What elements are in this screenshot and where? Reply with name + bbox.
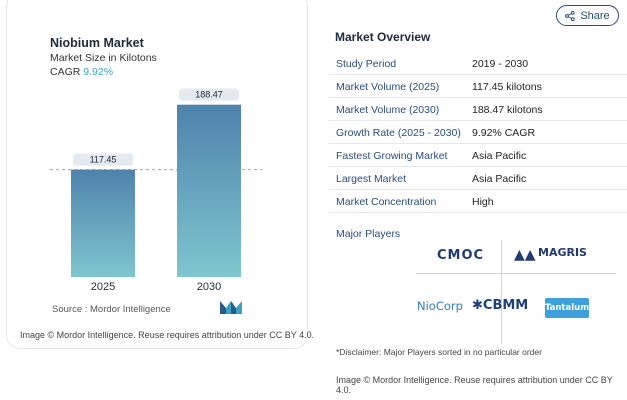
logo-grid-divider	[416, 273, 616, 274]
logo-grid-divider	[501, 240, 502, 344]
row-key: Fastest Growing Market	[336, 150, 448, 162]
cbmm-logo-text: CBMM	[482, 298, 529, 313]
data-label-2025: 117.45	[90, 155, 117, 165]
chart-image-credit: Image © Mordor Intelligence. Reuse requi…	[20, 330, 315, 340]
row-key: Market Volume (2030)	[336, 104, 440, 116]
chart-cagr: CAGR 9.92%	[50, 66, 113, 78]
row-key: Market Concentration	[336, 196, 437, 208]
mordor-logo-icon	[220, 301, 242, 314]
row-key: Growth Rate (2025 - 2030)	[336, 127, 461, 139]
cagr-label: CAGR	[50, 66, 81, 78]
data-label-bg	[73, 153, 133, 166]
table-row: Market Volume (2025) 117.45 kilotons	[329, 75, 627, 98]
market-overview-table: Study Period 2019 - 2030 Market Volume (…	[329, 52, 627, 213]
chart-subtitle: Market Size in Kilotons	[50, 52, 157, 64]
chart-title: Niobium Market	[50, 36, 144, 50]
magris-mark-icon: ▲▲	[514, 247, 536, 263]
row-value: 9.92% CAGR	[472, 127, 536, 139]
table-row: Growth Rate (2025 - 2030) 9.92% CAGR	[329, 121, 627, 144]
table-row: Fastest Growing Market Asia Pacific	[329, 144, 627, 167]
niocorp-logo: NioCorp	[417, 299, 463, 313]
tantalum-logo: Tantalum	[545, 298, 589, 318]
row-key: Market Volume (2025)	[336, 81, 440, 93]
cmoc-logo: CMOC	[437, 248, 485, 263]
players-disclaimer: *Disclaimer: Major Players sorted in no …	[336, 347, 542, 357]
table-row: Largest Market Asia Pacific	[329, 167, 627, 190]
major-players-label: Major Players	[336, 228, 401, 240]
data-label-bg	[179, 88, 239, 101]
share-icon	[565, 10, 576, 21]
x-tick-2030: 2030	[197, 281, 221, 293]
table-row: Study Period 2019 - 2030	[329, 52, 627, 75]
cbmm-logo: ✱CBMM	[472, 298, 528, 313]
row-key: Study Period	[336, 58, 397, 70]
row-value: 2019 - 2030	[472, 58, 529, 70]
data-label-2030: 188.47	[195, 90, 223, 100]
row-value: Asia Pacific	[472, 150, 527, 162]
cagr-value: 9.92%	[83, 66, 114, 78]
x-tick-2025: 2025	[91, 281, 115, 293]
row-value: 188.47 kilotons	[472, 104, 543, 116]
share-button[interactable]: Share	[556, 5, 619, 26]
bar-2030	[177, 104, 241, 277]
market-overview-title: Market Overview	[335, 30, 431, 44]
table-row: Market Volume (2030) 188.47 kilotons	[329, 98, 627, 121]
table-row: Market Concentration High	[329, 190, 627, 213]
bar-chart: 117.45 2025 188.47 2030	[50, 88, 262, 293]
magris-logo-text: MAGRIS	[538, 246, 587, 259]
row-key: Largest Market	[336, 173, 407, 185]
row-value: High	[472, 196, 494, 208]
bar-2025	[71, 169, 135, 277]
row-value: Asia Pacific	[472, 173, 527, 185]
chart-source: Source : Mordor Intelligence	[52, 304, 171, 315]
market-chart-card	[6, 0, 308, 349]
row-value: 117.45 kilotons	[472, 81, 542, 93]
cbmm-mark-icon: ✱	[472, 298, 483, 313]
share-label: Share	[580, 9, 610, 22]
overview-image-credit: Image © Mordor Intelligence. Reuse requi…	[336, 375, 613, 395]
magris-logo: ▲▲ MAGRIS	[514, 244, 587, 266]
